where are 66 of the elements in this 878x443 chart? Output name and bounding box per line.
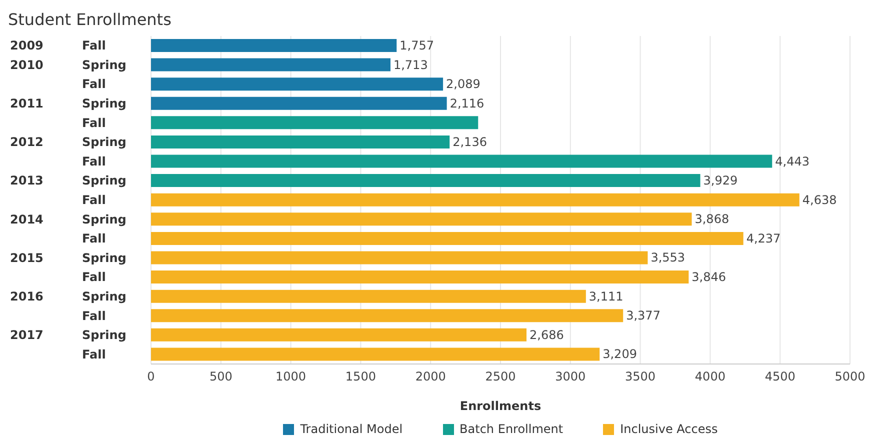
data-label: 2,136 — [452, 134, 487, 149]
legend-label: Inclusive Access — [620, 422, 718, 436]
y-tick-label: Fall — [82, 77, 106, 92]
data-label: 4,638 — [802, 192, 837, 207]
x-tick-label: 2500 — [485, 370, 516, 384]
bar — [151, 348, 600, 361]
y-tick-label: Fall — [82, 270, 106, 284]
chart-title: Student Enrollments — [8, 9, 172, 31]
category-label: 2012 Spring — [10, 135, 126, 150]
category-label: 2015 Spring — [10, 250, 126, 265]
y-tick-label: Fall — [82, 347, 106, 362]
data-label: 2,686 — [530, 328, 564, 342]
x-tick-label: 1500 — [345, 370, 376, 384]
x-axis-title: Enrollments — [460, 399, 542, 413]
category-label: 2013 Spring — [10, 174, 126, 188]
bar — [151, 154, 772, 168]
bar — [151, 328, 527, 342]
bar — [151, 193, 800, 206]
category-label: 2010 Spring — [10, 58, 126, 72]
bar — [151, 212, 692, 226]
x-tick-label: 4500 — [764, 370, 796, 384]
bar — [151, 309, 624, 322]
bar — [151, 232, 744, 245]
bar — [151, 39, 397, 52]
x-tick-label: 2000 — [415, 370, 446, 384]
x-tick-label: 0 — [147, 370, 155, 384]
category-label: 2011 Spring — [10, 96, 126, 111]
bar — [151, 290, 586, 303]
bar — [151, 174, 700, 188]
bar — [151, 96, 447, 110]
bar — [151, 116, 478, 130]
data-label: 2,116 — [450, 96, 484, 110]
y-tick-label: Fall — [82, 193, 106, 207]
legend-label: Batch Enrollment — [460, 422, 564, 436]
bar — [151, 78, 444, 91]
category-label: 2016 Spring — [10, 289, 126, 304]
data-label: 1,713 — [393, 58, 428, 72]
data-label: 4,237 — [746, 231, 781, 246]
x-tick-label: 3000 — [555, 370, 586, 384]
bar — [151, 135, 450, 148]
y-tick-label: Fall — [82, 232, 106, 246]
bar — [151, 251, 648, 264]
category-label: 2017 Spring — [10, 328, 126, 342]
x-tick-label: 500 — [209, 370, 232, 384]
bar — [151, 58, 390, 72]
x-tick-label: 5000 — [834, 370, 866, 384]
data-label: 3,209 — [602, 347, 637, 362]
x-tick-label: 4000 — [694, 370, 726, 384]
data-label: 3,377 — [626, 308, 660, 323]
data-label: 2,089 — [446, 77, 480, 92]
data-label: 3,553 — [650, 250, 686, 265]
data-label: 1,757 — [400, 38, 434, 52]
bar — [151, 270, 689, 284]
y-tick-label: Fall — [82, 308, 106, 323]
data-label: 3,929 — [703, 174, 738, 188]
data-label: 3,868 — [694, 212, 730, 226]
category-label: 2014 Spring — [10, 212, 126, 226]
data-label: 4,443 — [775, 154, 810, 168]
x-tick-label: 3500 — [625, 370, 656, 384]
category-label: 2009 Fall — [10, 38, 106, 53]
y-tick-label: Fall — [82, 116, 106, 130]
data-label: 3,846 — [692, 270, 726, 284]
legend-label: Traditional Model — [300, 422, 403, 436]
x-tick-label: 1000 — [276, 370, 306, 384]
data-label: 3,111 — [588, 289, 624, 304]
y-tick-label: Fall — [82, 154, 106, 168]
